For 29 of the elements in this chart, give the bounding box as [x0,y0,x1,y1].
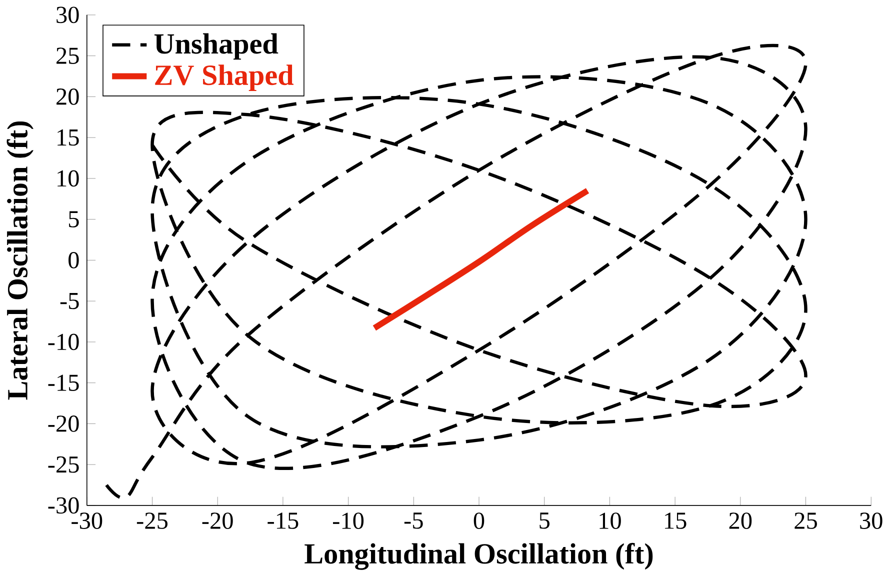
x-tick-label: -25 [136,512,168,530]
y-tick-label: -25 [48,456,79,473]
y-tick-label: -30 [48,497,79,514]
x-tick-label: 0 [474,512,484,530]
x-tick-label: -20 [202,512,233,530]
x-tick-label: 30 [860,512,882,530]
x-tick-label: 15 [665,512,686,530]
x-tick-label: -15 [268,512,298,530]
y-tick-label: -20 [48,416,79,432]
y-tick-label: 5 [68,211,79,228]
y-tick-label: -10 [48,334,79,350]
y-tick-label: -5 [60,293,79,310]
y-tick-label: 20 [56,88,79,106]
y-tick-label: 15 [58,130,79,146]
y-tick-label: -15 [48,374,79,392]
y-tick-label: 30 [56,6,79,24]
legend-label: Unshaped [154,33,278,60]
x-tick-label: 20 [729,512,752,530]
x-tick-label: 5 [540,512,550,529]
y-tick-label: 10 [58,170,79,187]
y-tick-label: 0 [68,252,79,269]
x-tick-label: -10 [333,512,364,530]
x-tick-label: 25 [794,512,817,530]
x-tick-label: -5 [404,512,423,529]
legend-label: ZV Shaped [155,64,294,92]
x-tick-label: 10 [600,512,621,530]
y-tick-label: 25 [56,48,79,64]
x-axis-title: Longitudinal Oscillation (ft) [304,543,653,570]
y-axis-title: Lateral Oscillation (ft) [6,122,34,400]
